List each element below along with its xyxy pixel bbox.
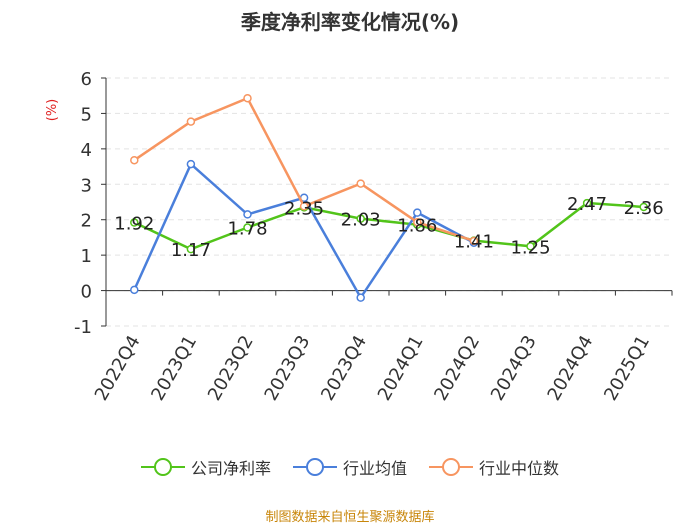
series-line	[133, 201, 644, 251]
x-tick-label: 2023Q3	[261, 332, 315, 404]
data-point	[243, 93, 252, 103]
y-axis-unit-label: (%)	[45, 99, 60, 122]
x-tick-label: 2024Q2	[430, 332, 484, 404]
x-tick-label: 2024Q1	[374, 332, 428, 404]
data-point	[526, 242, 535, 251]
data-label: 2.47	[567, 194, 607, 215]
data-point	[413, 208, 422, 217]
data-label: 1.92	[114, 214, 154, 235]
x-tick-label: 2023Q1	[147, 332, 201, 404]
data-point	[582, 198, 592, 208]
y-tick-label: 5	[81, 104, 92, 125]
y-tick-label: 6	[81, 69, 92, 90]
y-tick-label: 2	[81, 211, 92, 232]
data-label-layer: 1.92 1.17 1.78 2.35 2.03 1.86 1.41 1.25 2.47 2.36	[114, 194, 663, 261]
data-point	[413, 217, 422, 227]
data-point	[186, 117, 196, 126]
y-tick-label: 3	[81, 175, 92, 196]
data-point	[243, 210, 252, 219]
data-point	[130, 155, 139, 165]
series-layer	[130, 93, 648, 302]
chart-title: 季度净利率变化情况(%)	[240, 10, 460, 34]
x-tick-label: 2025Q1	[600, 332, 654, 404]
data-point	[356, 293, 365, 302]
legend-label-industry-median: 行业中位数	[479, 459, 560, 478]
legend-item-industry-median[interactable]: 行业中位数	[429, 455, 559, 479]
data-point	[469, 236, 479, 246]
legend: 公司净利率 行业均值 行业中位数	[0, 455, 700, 479]
data-point	[130, 218, 139, 227]
legend-item-company[interactable]: 公司净利率	[140, 455, 271, 479]
legend-marker-industry-median-icon	[429, 458, 473, 476]
data-point	[186, 159, 196, 169]
legend-marker-company-icon	[140, 458, 185, 476]
data-label: 1.86	[397, 216, 437, 237]
legend-label-company: 公司净利率	[190, 459, 271, 478]
data-point	[186, 244, 196, 254]
x-tick-label: 2024Q4	[544, 332, 598, 404]
data-label: 1.41	[454, 232, 494, 253]
y-tick-label: 1	[81, 246, 92, 267]
data-point	[356, 214, 365, 223]
data-point	[639, 202, 648, 212]
legend-label-industry-mean: 行业均值	[342, 459, 407, 478]
data-point	[356, 179, 365, 188]
x-tick-label: 2022Q4	[91, 332, 145, 404]
data-point	[299, 202, 309, 211]
x-tick-label: 2023Q2	[204, 332, 258, 404]
x-tick-label: 2023Q4	[317, 332, 371, 404]
legend-item-industry-mean[interactable]: 行业均值	[292, 455, 407, 479]
legend-marker-industry-mean-icon	[292, 458, 337, 476]
source-note: 制图数据来自恒生聚源数据库	[265, 510, 435, 525]
data-point	[130, 285, 139, 295]
y-tick-label: 4	[81, 140, 92, 161]
data-label: 1.78	[227, 219, 267, 240]
data-label: 1.17	[171, 240, 211, 261]
x-tick-label: 2024Q3	[487, 332, 541, 404]
data-label: 2.36	[624, 198, 664, 219]
y-tick-label: 0	[81, 282, 92, 303]
y-tick-label: -1	[74, 317, 92, 338]
data-label: 1.25	[510, 237, 550, 258]
data-label: 2.35	[284, 198, 324, 219]
data-point	[243, 223, 252, 232]
data-label: 2.03	[341, 210, 381, 231]
